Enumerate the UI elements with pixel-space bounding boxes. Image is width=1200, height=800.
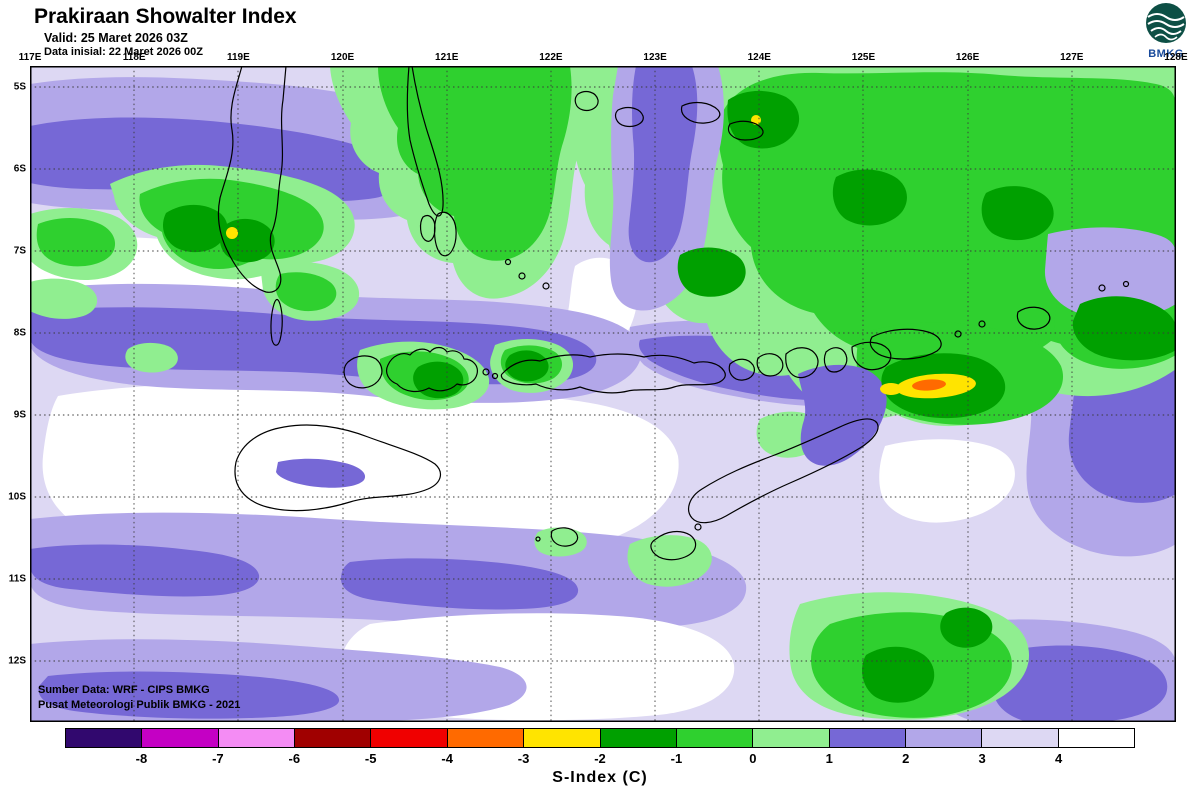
colorbar-segment xyxy=(676,729,754,747)
legend-title: S-Index (C) xyxy=(552,769,648,786)
colorbar-tick-label: 3 xyxy=(978,751,986,766)
colorbar-segment xyxy=(66,729,143,747)
initial-data-label: Data inisial: 22 Maret 2026 00Z xyxy=(44,46,203,58)
colorbar-tick-label: -5 xyxy=(364,751,377,766)
lon-axis: 117E 118E 119E 120E 121E 122E 123E 124E 125E 126E… xyxy=(0,0,1200,66)
colorbar-ticks: -8 -7 -6 -5 -4 -3 -2 -1 0 1 2 3 4 xyxy=(0,751,1200,767)
colorbar-tick-label: 4 xyxy=(1054,751,1063,766)
lat-tick-label: 5S xyxy=(13,81,26,93)
bmkg-logo-text: BMKG xyxy=(1148,48,1184,60)
lat-tick-label: 11S xyxy=(8,573,26,585)
lon-tick-label: 122E xyxy=(539,52,563,63)
bmkg-logo-icon xyxy=(1146,3,1186,43)
colorbar-segment xyxy=(295,729,372,747)
lon-tick-label: 126E xyxy=(955,52,980,63)
colorbar-segment xyxy=(142,729,219,747)
bmkg-logo: BMKG xyxy=(1140,2,1192,60)
lat-axis: 5S 6S 7S 8S 9S 10S 11S 12S xyxy=(0,0,30,760)
lat-tick-label: 7S xyxy=(13,245,26,257)
colorbar xyxy=(65,728,1135,748)
contour-map-svg xyxy=(30,65,1176,722)
colorbar-segment xyxy=(218,729,296,747)
contour-field xyxy=(30,66,1176,722)
forecast-map: Sumber Data: WRF - CIPS BMKG Pusat Meteo… xyxy=(30,65,1176,722)
colorbar-segment xyxy=(447,729,525,747)
colorbar-tick-label: -4 xyxy=(441,751,453,766)
lat-tick-label: 12S xyxy=(8,655,26,667)
lon-tick-label: 128E xyxy=(1164,52,1188,63)
colorbar-segment xyxy=(982,729,1059,747)
colorbar-segment xyxy=(600,729,677,747)
colorbar-tick-label: -1 xyxy=(670,751,683,766)
colorbar-segment xyxy=(371,729,448,747)
publisher-label: Pusat Meteorologi Publik BMKG - 2021 xyxy=(38,699,241,711)
page-title: Prakiraan Showalter Index xyxy=(34,5,297,28)
colorbar-tick-label: -8 xyxy=(135,751,148,766)
colorbar-segment xyxy=(524,729,601,747)
colorbar-segment xyxy=(753,729,830,747)
colorbar-segment xyxy=(905,729,983,747)
coastlines xyxy=(217,65,1130,561)
gridlines xyxy=(30,66,1176,722)
lon-tick-label: 120E xyxy=(330,52,355,63)
map-frame xyxy=(30,66,1176,722)
colorbar-tick-label: 1 xyxy=(825,751,833,766)
lon-tick-label: 123E xyxy=(643,52,667,63)
lon-tick-label: 127E xyxy=(1060,52,1084,63)
colorbar-tick-label: -6 xyxy=(288,751,301,766)
lon-tick-label: 117E xyxy=(18,52,42,63)
lon-tick-label: 118E xyxy=(122,52,146,63)
colorbar-tick-label: -7 xyxy=(212,751,224,766)
lat-tick-label: 8S xyxy=(13,327,26,339)
lon-tick-label: 124E xyxy=(747,52,771,63)
data-source-label: Sumber Data: WRF - CIPS BMKG xyxy=(38,684,210,696)
lon-tick-label: 125E xyxy=(851,52,876,63)
lat-tick-label: 6S xyxy=(13,163,26,175)
valid-time-label: Valid: 25 Maret 2026 03Z xyxy=(44,31,188,45)
colorbar-tick-label: 2 xyxy=(902,751,910,766)
lon-tick-label: 121E xyxy=(435,52,459,63)
colorbar-tick-label: -2 xyxy=(594,751,606,766)
colorbar-tick-label: -3 xyxy=(517,751,530,766)
colorbar-segment xyxy=(829,729,906,747)
colorbar-segment xyxy=(1058,729,1135,747)
colorbar-tick-label: 0 xyxy=(749,751,757,766)
lat-tick-label: 10S xyxy=(8,491,26,503)
lat-tick-label: 9S xyxy=(13,409,26,421)
lon-tick-label: 119E xyxy=(226,52,250,63)
